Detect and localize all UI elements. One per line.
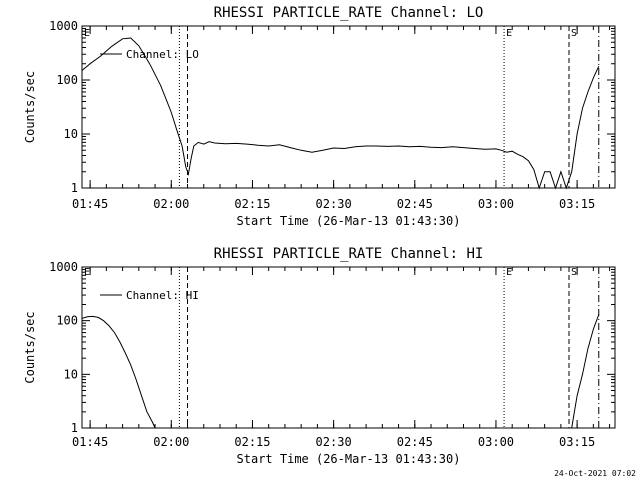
x-tick-label: 02:45	[397, 197, 433, 211]
x-tick-label: 02:30	[316, 197, 352, 211]
x-tick-label: 01:45	[72, 435, 108, 449]
y-tick-label: 1	[71, 421, 78, 435]
x-tick-label: 02:00	[153, 435, 189, 449]
y-tick-label: 10	[64, 127, 78, 141]
x-tick-label: 02:30	[316, 435, 352, 449]
event-marker-label: S	[571, 28, 577, 39]
event-marker-label: S	[571, 267, 577, 278]
y-tick-label: 10	[64, 367, 78, 381]
x-tick-label: 02:00	[153, 197, 189, 211]
y-tick-label: 1000	[49, 260, 78, 274]
plot-frame	[81, 25, 616, 189]
footer-timestamp: 24-Oct-2021 07:02	[554, 469, 636, 478]
corner-label: E	[84, 28, 90, 39]
data-series-line	[81, 37, 600, 190]
x-tick-label: 03:15	[559, 435, 595, 449]
corner-label: E	[84, 267, 90, 278]
x-tick-label: 03:00	[478, 197, 514, 211]
data-series-line	[571, 314, 600, 429]
data-series-line	[81, 315, 156, 429]
x-tick-label: 03:15	[559, 197, 595, 211]
x-tick-label: 02:45	[397, 435, 433, 449]
event-marker-label: E	[506, 267, 512, 278]
chart-title: RHESSI PARTICLE_RATE Channel: HI	[214, 246, 484, 262]
x-axis-label: Start Time (26-Mar-13 01:43:30)	[237, 452, 461, 466]
x-tick-label: 02:15	[234, 197, 270, 211]
x-axis-label: Start Time (26-Mar-13 01:43:30)	[237, 214, 461, 228]
legend-label: Channel: HI	[126, 289, 199, 302]
y-axis-label: Counts/sec	[23, 311, 37, 383]
y-tick-label: 100	[56, 314, 78, 328]
y-axis-label: Counts/sec	[23, 71, 37, 143]
y-tick-label: 1000	[49, 19, 78, 33]
legend-label: Channel: LO	[126, 48, 199, 61]
plot-frame	[81, 266, 616, 429]
event-marker-label: E	[506, 28, 512, 39]
y-tick-label: 1	[71, 181, 78, 195]
y-tick-label: 100	[56, 73, 78, 87]
x-tick-label: 01:45	[72, 197, 108, 211]
x-tick-label: 03:00	[478, 435, 514, 449]
chart-title: RHESSI PARTICLE_RATE Channel: LO	[214, 5, 484, 21]
x-tick-label: 02:15	[234, 435, 270, 449]
